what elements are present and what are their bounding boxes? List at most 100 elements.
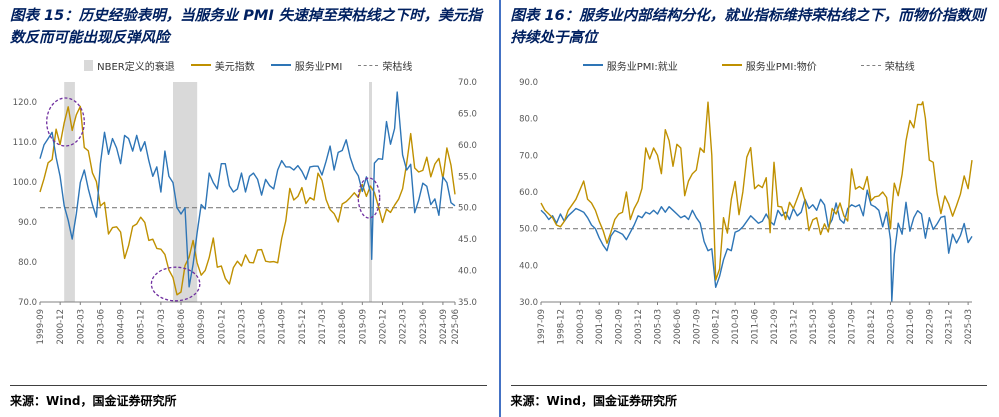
svg-text:2004-09: 2004-09 bbox=[117, 309, 127, 345]
svg-text:2009-09: 2009-09 bbox=[197, 309, 207, 345]
svg-text:60.0: 60.0 bbox=[519, 188, 538, 198]
svg-text:2013-12: 2013-12 bbox=[789, 309, 799, 345]
svg-text:40.0: 40.0 bbox=[519, 261, 538, 271]
figure15-title: 图表 15：历史经验表明，当服务业 PMI 失速掉至荣枯线之下时，美元指数反而可… bbox=[10, 8, 482, 46]
svg-text:2010-03: 2010-03 bbox=[731, 309, 741, 345]
legend-item-dollar-index: 美元指数 bbox=[190, 58, 255, 73]
highlight-ellipse-3 bbox=[357, 177, 381, 219]
figure15-chart: 1999-09 2000-12 2002-03 2003-06 2004-09 2005-… bbox=[13, 78, 477, 345]
svg-text:50.0: 50.0 bbox=[519, 225, 538, 235]
svg-text:2021-06: 2021-06 bbox=[905, 309, 915, 345]
svg-text:2017-03: 2017-03 bbox=[318, 309, 328, 345]
figure16-legend: 服务业PMI:就业 服务业PMI:物价 荣枯线 bbox=[511, 58, 988, 73]
svg-text:2018-12: 2018-12 bbox=[867, 309, 877, 345]
svg-text:2008-12: 2008-12 bbox=[711, 309, 721, 345]
dollar-index-swatch bbox=[190, 64, 211, 66]
svg-text:35.0: 35.0 bbox=[458, 298, 477, 308]
svg-text:2022-09: 2022-09 bbox=[925, 309, 935, 345]
highlight-ellipse-2 bbox=[150, 266, 201, 302]
svg-text:2020-12: 2020-12 bbox=[378, 309, 388, 345]
legend-item-nber-recession: NBER定义的衰退 bbox=[84, 58, 175, 73]
svg-text:2003-12: 2003-12 bbox=[634, 309, 644, 345]
legend-label: 服务业PMI bbox=[294, 61, 343, 73]
svg-text:2024-09: 2024-09 bbox=[439, 309, 449, 345]
svg-text:2000-03: 2000-03 bbox=[575, 309, 585, 345]
svg-text:100.0: 100.0 bbox=[13, 178, 37, 188]
pmi-prices-swatch bbox=[721, 64, 742, 66]
svg-text:2017-09: 2017-09 bbox=[847, 309, 857, 345]
legend-item-pmi-prices: 服务业PMI:物价 bbox=[721, 58, 817, 73]
svg-text:2005-03: 2005-03 bbox=[653, 309, 663, 345]
legend-label: 荣枯线 bbox=[884, 61, 915, 73]
boom-bust-line-swatch bbox=[358, 64, 379, 66]
svg-text:2015-12: 2015-12 bbox=[298, 309, 308, 345]
svg-text:2018-06: 2018-06 bbox=[338, 309, 348, 345]
figure16-panel: 图表 16：服务业内部结构分化，就业指标维持荣枯线之下，而物价指数则持续处于高位… bbox=[501, 0, 999, 417]
svg-text:2025-06: 2025-06 bbox=[451, 309, 461, 345]
left-axis-labels: 30.0 40.0 50.0 60.0 70.0 80.0 90.0 bbox=[519, 78, 538, 308]
svg-text:1999-09: 1999-09 bbox=[36, 309, 46, 345]
svg-text:2003-06: 2003-06 bbox=[96, 309, 106, 345]
legend-item-pmi-employment: 服务业PMI:就业 bbox=[582, 58, 678, 73]
svg-text:70.0: 70.0 bbox=[18, 298, 37, 308]
svg-text:2014-09: 2014-09 bbox=[278, 309, 288, 345]
svg-text:2016-06: 2016-06 bbox=[828, 309, 838, 345]
nber-recession-swatch bbox=[84, 59, 94, 71]
pmi-employment-swatch bbox=[582, 64, 603, 66]
recession-band bbox=[64, 82, 75, 302]
figure15-legend: NBER定义的衰退 美元指数 服务业PMI 荣枯线 bbox=[10, 58, 487, 73]
legend-label: 美元指数 bbox=[214, 61, 255, 73]
svg-text:2013-06: 2013-06 bbox=[258, 309, 268, 345]
svg-text:90.0: 90.0 bbox=[18, 218, 37, 228]
svg-text:2010-12: 2010-12 bbox=[217, 309, 227, 345]
legend-label: 服务业PMI:就业 bbox=[606, 61, 678, 73]
legend-label: 荣枯线 bbox=[382, 61, 413, 73]
pmi-employment-line bbox=[540, 189, 973, 303]
svg-text:2012-09: 2012-09 bbox=[769, 309, 779, 345]
svg-text:70.0: 70.0 bbox=[519, 151, 538, 161]
svg-text:2012-03: 2012-03 bbox=[237, 309, 247, 345]
svg-text:2023-06: 2023-06 bbox=[419, 309, 429, 345]
svg-text:60.0: 60.0 bbox=[458, 141, 477, 151]
x-axis-labels: 1997-09 1998-12 2000-03 2001-06 2002-09 2003-… bbox=[537, 302, 974, 345]
svg-text:120.0: 120.0 bbox=[13, 98, 37, 108]
svg-text:55.0: 55.0 bbox=[458, 172, 477, 182]
svg-text:80.0: 80.0 bbox=[519, 115, 538, 125]
figure16-chart: 1997-09 1998-12 2000-03 2001-06 2002-09 2003-… bbox=[519, 78, 974, 345]
figure16-source: 来源：Wind，国金证券研究所 bbox=[510, 385, 987, 409]
svg-text:2019-09: 2019-09 bbox=[358, 309, 368, 345]
svg-text:2007-03: 2007-03 bbox=[157, 309, 167, 345]
svg-text:2020-03: 2020-03 bbox=[886, 309, 896, 345]
svg-text:40.0: 40.0 bbox=[458, 267, 477, 277]
svg-text:2005-12: 2005-12 bbox=[137, 309, 147, 345]
svg-text:2006-06: 2006-06 bbox=[672, 309, 682, 345]
svg-text:50.0: 50.0 bbox=[458, 204, 477, 214]
svg-text:2007-09: 2007-09 bbox=[692, 309, 702, 345]
legend-label: NBER定义的衰退 bbox=[97, 61, 175, 73]
svg-text:90.0: 90.0 bbox=[519, 78, 538, 88]
boom-bust-line-swatch bbox=[860, 64, 881, 66]
services-pmi-swatch bbox=[270, 64, 291, 66]
svg-text:80.0: 80.0 bbox=[18, 258, 37, 268]
svg-text:2025-03: 2025-03 bbox=[964, 309, 974, 345]
svg-text:2008-06: 2008-06 bbox=[177, 309, 187, 345]
left-axis-labels: 70.0 80.0 90.0 100.0 110.0 120.0 bbox=[13, 98, 37, 308]
svg-text:2023-12: 2023-12 bbox=[944, 309, 954, 345]
svg-text:2002-09: 2002-09 bbox=[614, 309, 624, 345]
legend-item-services-pmi: 服务业PMI bbox=[270, 58, 343, 73]
svg-text:2022-03: 2022-03 bbox=[399, 309, 409, 345]
svg-text:110.0: 110.0 bbox=[13, 138, 37, 148]
svg-text:70.0: 70.0 bbox=[458, 78, 477, 88]
services-pmi-line bbox=[39, 91, 456, 288]
svg-text:65.0: 65.0 bbox=[458, 109, 477, 119]
legend-label: 服务业PMI:物价 bbox=[745, 61, 817, 73]
svg-text:2015-03: 2015-03 bbox=[808, 309, 818, 345]
panel-divider bbox=[498, 0, 501, 417]
dollar-index-line bbox=[39, 105, 456, 296]
figure15-source: 来源：Wind，国金证券研究所 bbox=[10, 385, 487, 409]
svg-text:2001-06: 2001-06 bbox=[595, 309, 605, 345]
pmi-prices-line bbox=[539, 101, 973, 281]
figure16-title: 图表 16：服务业内部结构分化，就业指标维持荣枯线之下，而物价指数则持续处于高位 bbox=[510, 8, 986, 46]
svg-text:45.0: 45.0 bbox=[458, 235, 477, 245]
